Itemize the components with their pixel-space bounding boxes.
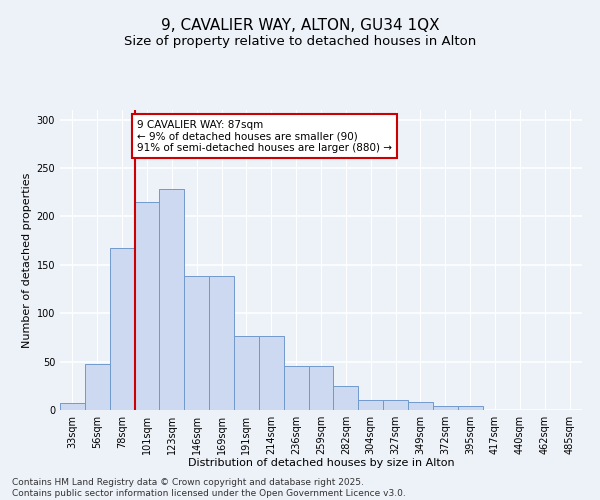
Bar [458,406,482,410]
Bar [134,202,160,410]
Bar [259,336,284,410]
Bar [160,190,184,410]
Bar [334,386,358,410]
Bar [184,276,209,410]
Bar [110,248,134,410]
Text: Contains HM Land Registry data © Crown copyright and database right 2025.
Contai: Contains HM Land Registry data © Crown c… [12,478,406,498]
Bar [209,276,234,410]
Bar [284,366,308,410]
Text: Size of property relative to detached houses in Alton: Size of property relative to detached ho… [124,35,476,48]
Bar [433,406,458,410]
Bar [358,400,383,410]
Bar [308,366,334,410]
Text: 9, CAVALIER WAY, ALTON, GU34 1QX: 9, CAVALIER WAY, ALTON, GU34 1QX [161,18,439,32]
Bar [234,336,259,410]
Text: 9 CAVALIER WAY: 87sqm
← 9% of detached houses are smaller (90)
91% of semi-detac: 9 CAVALIER WAY: 87sqm ← 9% of detached h… [137,120,392,153]
Bar [408,402,433,410]
Bar [60,403,85,410]
Bar [383,400,408,410]
Bar [85,364,110,410]
Y-axis label: Number of detached properties: Number of detached properties [22,172,32,348]
X-axis label: Distribution of detached houses by size in Alton: Distribution of detached houses by size … [188,458,454,468]
